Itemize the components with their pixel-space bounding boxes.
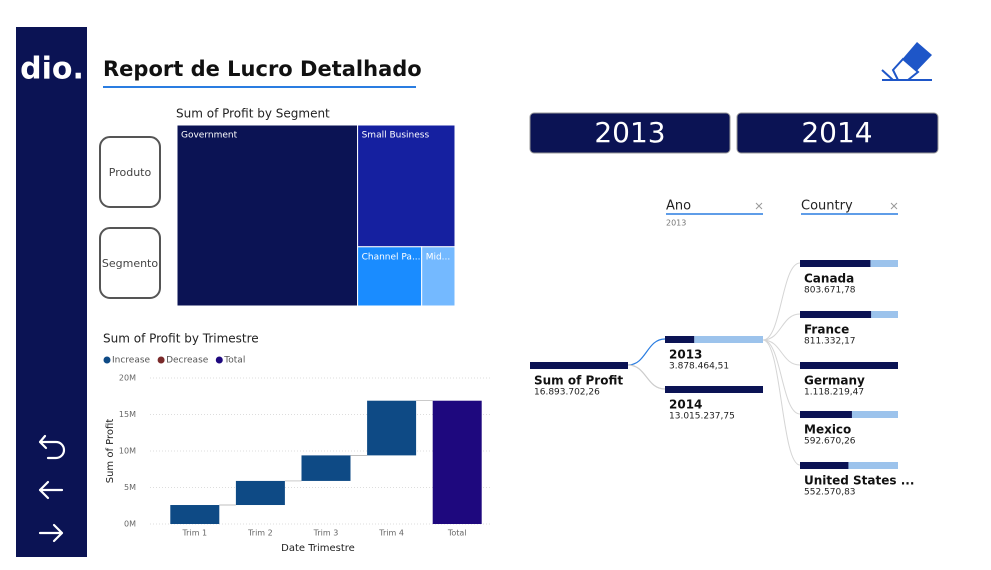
level-filter: 2013 bbox=[666, 219, 686, 228]
tile-label: Mid... bbox=[426, 252, 451, 262]
chart-title: Sum of Profit by Trimestre bbox=[103, 332, 259, 346]
chart-title: Sum of Profit by Segment bbox=[176, 107, 330, 121]
level-header: Ano bbox=[666, 199, 691, 214]
bar-remainder bbox=[851, 411, 898, 418]
undo-icon[interactable] bbox=[38, 434, 66, 460]
decomp-bar bbox=[800, 311, 872, 318]
produto-button[interactable] bbox=[99, 136, 161, 208]
button-label: Segmento bbox=[102, 257, 159, 270]
legend-swatch bbox=[215, 356, 223, 364]
legend-label: Decrease bbox=[166, 356, 209, 366]
button-label: Produto bbox=[109, 166, 152, 179]
forward-icon[interactable] bbox=[38, 523, 64, 543]
tile-label: Small Business bbox=[362, 131, 430, 141]
treemap-tile bbox=[421, 246, 456, 307]
tree-connector bbox=[627, 364, 666, 390]
node-value: 16.893.702,26 bbox=[534, 388, 600, 398]
legend-swatch bbox=[157, 356, 165, 364]
bar-remainder bbox=[694, 336, 763, 343]
year-2013-button[interactable] bbox=[529, 112, 731, 154]
remove-icon[interactable] bbox=[755, 202, 763, 210]
node-value: 803.671,78 bbox=[804, 286, 856, 296]
year-label: 2013 bbox=[594, 116, 665, 149]
waterfall-bar bbox=[170, 505, 220, 524]
x-tick-label: Trim 2 bbox=[247, 529, 273, 538]
node-value: 13.015.237,75 bbox=[669, 412, 735, 422]
x-tick-label: Trim 1 bbox=[181, 529, 207, 538]
y-tick-label: 5M bbox=[124, 483, 136, 492]
x-tick-label: Trim 3 bbox=[313, 529, 339, 538]
decomp-bar bbox=[800, 462, 849, 469]
node-label: 2013 bbox=[669, 348, 702, 362]
tree-connector bbox=[762, 262, 801, 341]
node-label: Germany bbox=[804, 374, 865, 388]
treemap-tile bbox=[357, 124, 456, 248]
remove-icon[interactable] bbox=[890, 202, 898, 210]
tile-label: Government bbox=[181, 131, 238, 141]
node-label: Sum of Profit bbox=[534, 374, 623, 388]
node-value: 592.670,26 bbox=[804, 437, 856, 447]
y-tick-label: 15M bbox=[119, 410, 136, 419]
decomp-bar bbox=[800, 411, 852, 418]
decomp-bar bbox=[665, 336, 695, 343]
y-tick-label: 10M bbox=[119, 447, 136, 456]
node-value: 811.332,17 bbox=[804, 337, 856, 347]
waterfall-bar bbox=[432, 400, 482, 524]
y-axis-title: Sum of Profit bbox=[105, 419, 116, 484]
decomp-bar bbox=[800, 362, 898, 369]
tile-label: Channel Pa... bbox=[362, 252, 421, 262]
waterfall-bar bbox=[367, 400, 417, 456]
node-value: 3.878.464,51 bbox=[669, 362, 729, 372]
decomp-bar bbox=[800, 260, 871, 267]
decomp-bar bbox=[665, 386, 763, 393]
treemap-tile bbox=[176, 124, 359, 307]
bar-remainder bbox=[848, 462, 898, 469]
bar-remainder bbox=[871, 311, 898, 318]
waterfall-bar bbox=[235, 480, 285, 506]
node-label: Mexico bbox=[804, 423, 851, 437]
node-label: France bbox=[804, 323, 849, 337]
x-axis-title: Date Trimestre bbox=[281, 543, 355, 554]
eraser-icon[interactable] bbox=[881, 42, 932, 81]
tree-connector bbox=[762, 339, 801, 366]
treemap-tile bbox=[357, 246, 423, 307]
page-title: Report de Lucro Detalhado bbox=[103, 57, 422, 81]
y-tick-label: 20M bbox=[119, 374, 136, 383]
node-value: 1.118.219,47 bbox=[804, 388, 864, 398]
node-value: 552.570,83 bbox=[804, 488, 856, 498]
x-tick-label: Trim 4 bbox=[378, 529, 404, 538]
node-label: 2014 bbox=[669, 398, 702, 412]
legend-label: Total bbox=[223, 356, 245, 366]
tree-connector bbox=[762, 313, 801, 341]
y-tick-label: 0M bbox=[124, 520, 136, 529]
x-tick-label: Total bbox=[447, 529, 467, 538]
legend-swatch bbox=[103, 356, 111, 364]
legend-label: Increase bbox=[112, 356, 151, 366]
tree-connector bbox=[762, 339, 801, 415]
decomp-bar bbox=[530, 362, 628, 369]
node-label: United States ... bbox=[804, 474, 914, 488]
node-label: Canada bbox=[804, 272, 854, 286]
year-label: 2014 bbox=[801, 116, 872, 149]
bar-remainder bbox=[870, 260, 898, 267]
back-icon[interactable] bbox=[38, 480, 64, 500]
year-2014-button[interactable] bbox=[736, 112, 939, 154]
waterfall-bar bbox=[301, 455, 351, 481]
sidebar bbox=[16, 27, 87, 557]
tree-connector bbox=[762, 339, 801, 466]
level-header: Country bbox=[801, 199, 853, 214]
segmento-button[interactable] bbox=[99, 227, 161, 299]
logo: dio. bbox=[20, 52, 84, 87]
tree-connector bbox=[627, 338, 666, 366]
